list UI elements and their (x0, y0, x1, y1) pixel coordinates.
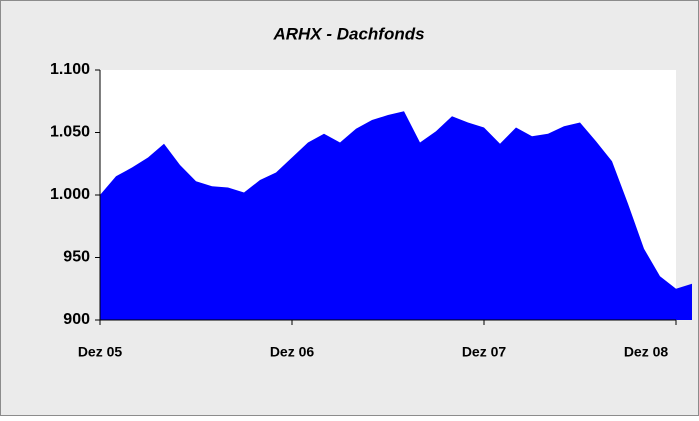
x-tick-label: Dez 07 (462, 344, 507, 360)
area (100, 111, 692, 320)
y-tick-label: 950 (63, 249, 90, 266)
y-tick-label: 1.050 (50, 124, 90, 141)
x-tick-label: Dez 05 (78, 344, 123, 360)
x-tick-label: Dez 08 (624, 344, 669, 360)
y-tick-label: 900 (63, 311, 90, 328)
y-tick-label: 1.100 (50, 61, 90, 78)
y-tick-label: 1.000 (50, 186, 90, 203)
x-tick-label: Dez 06 (270, 344, 315, 360)
chart-title: ARHX - Dachfonds (272, 24, 424, 43)
